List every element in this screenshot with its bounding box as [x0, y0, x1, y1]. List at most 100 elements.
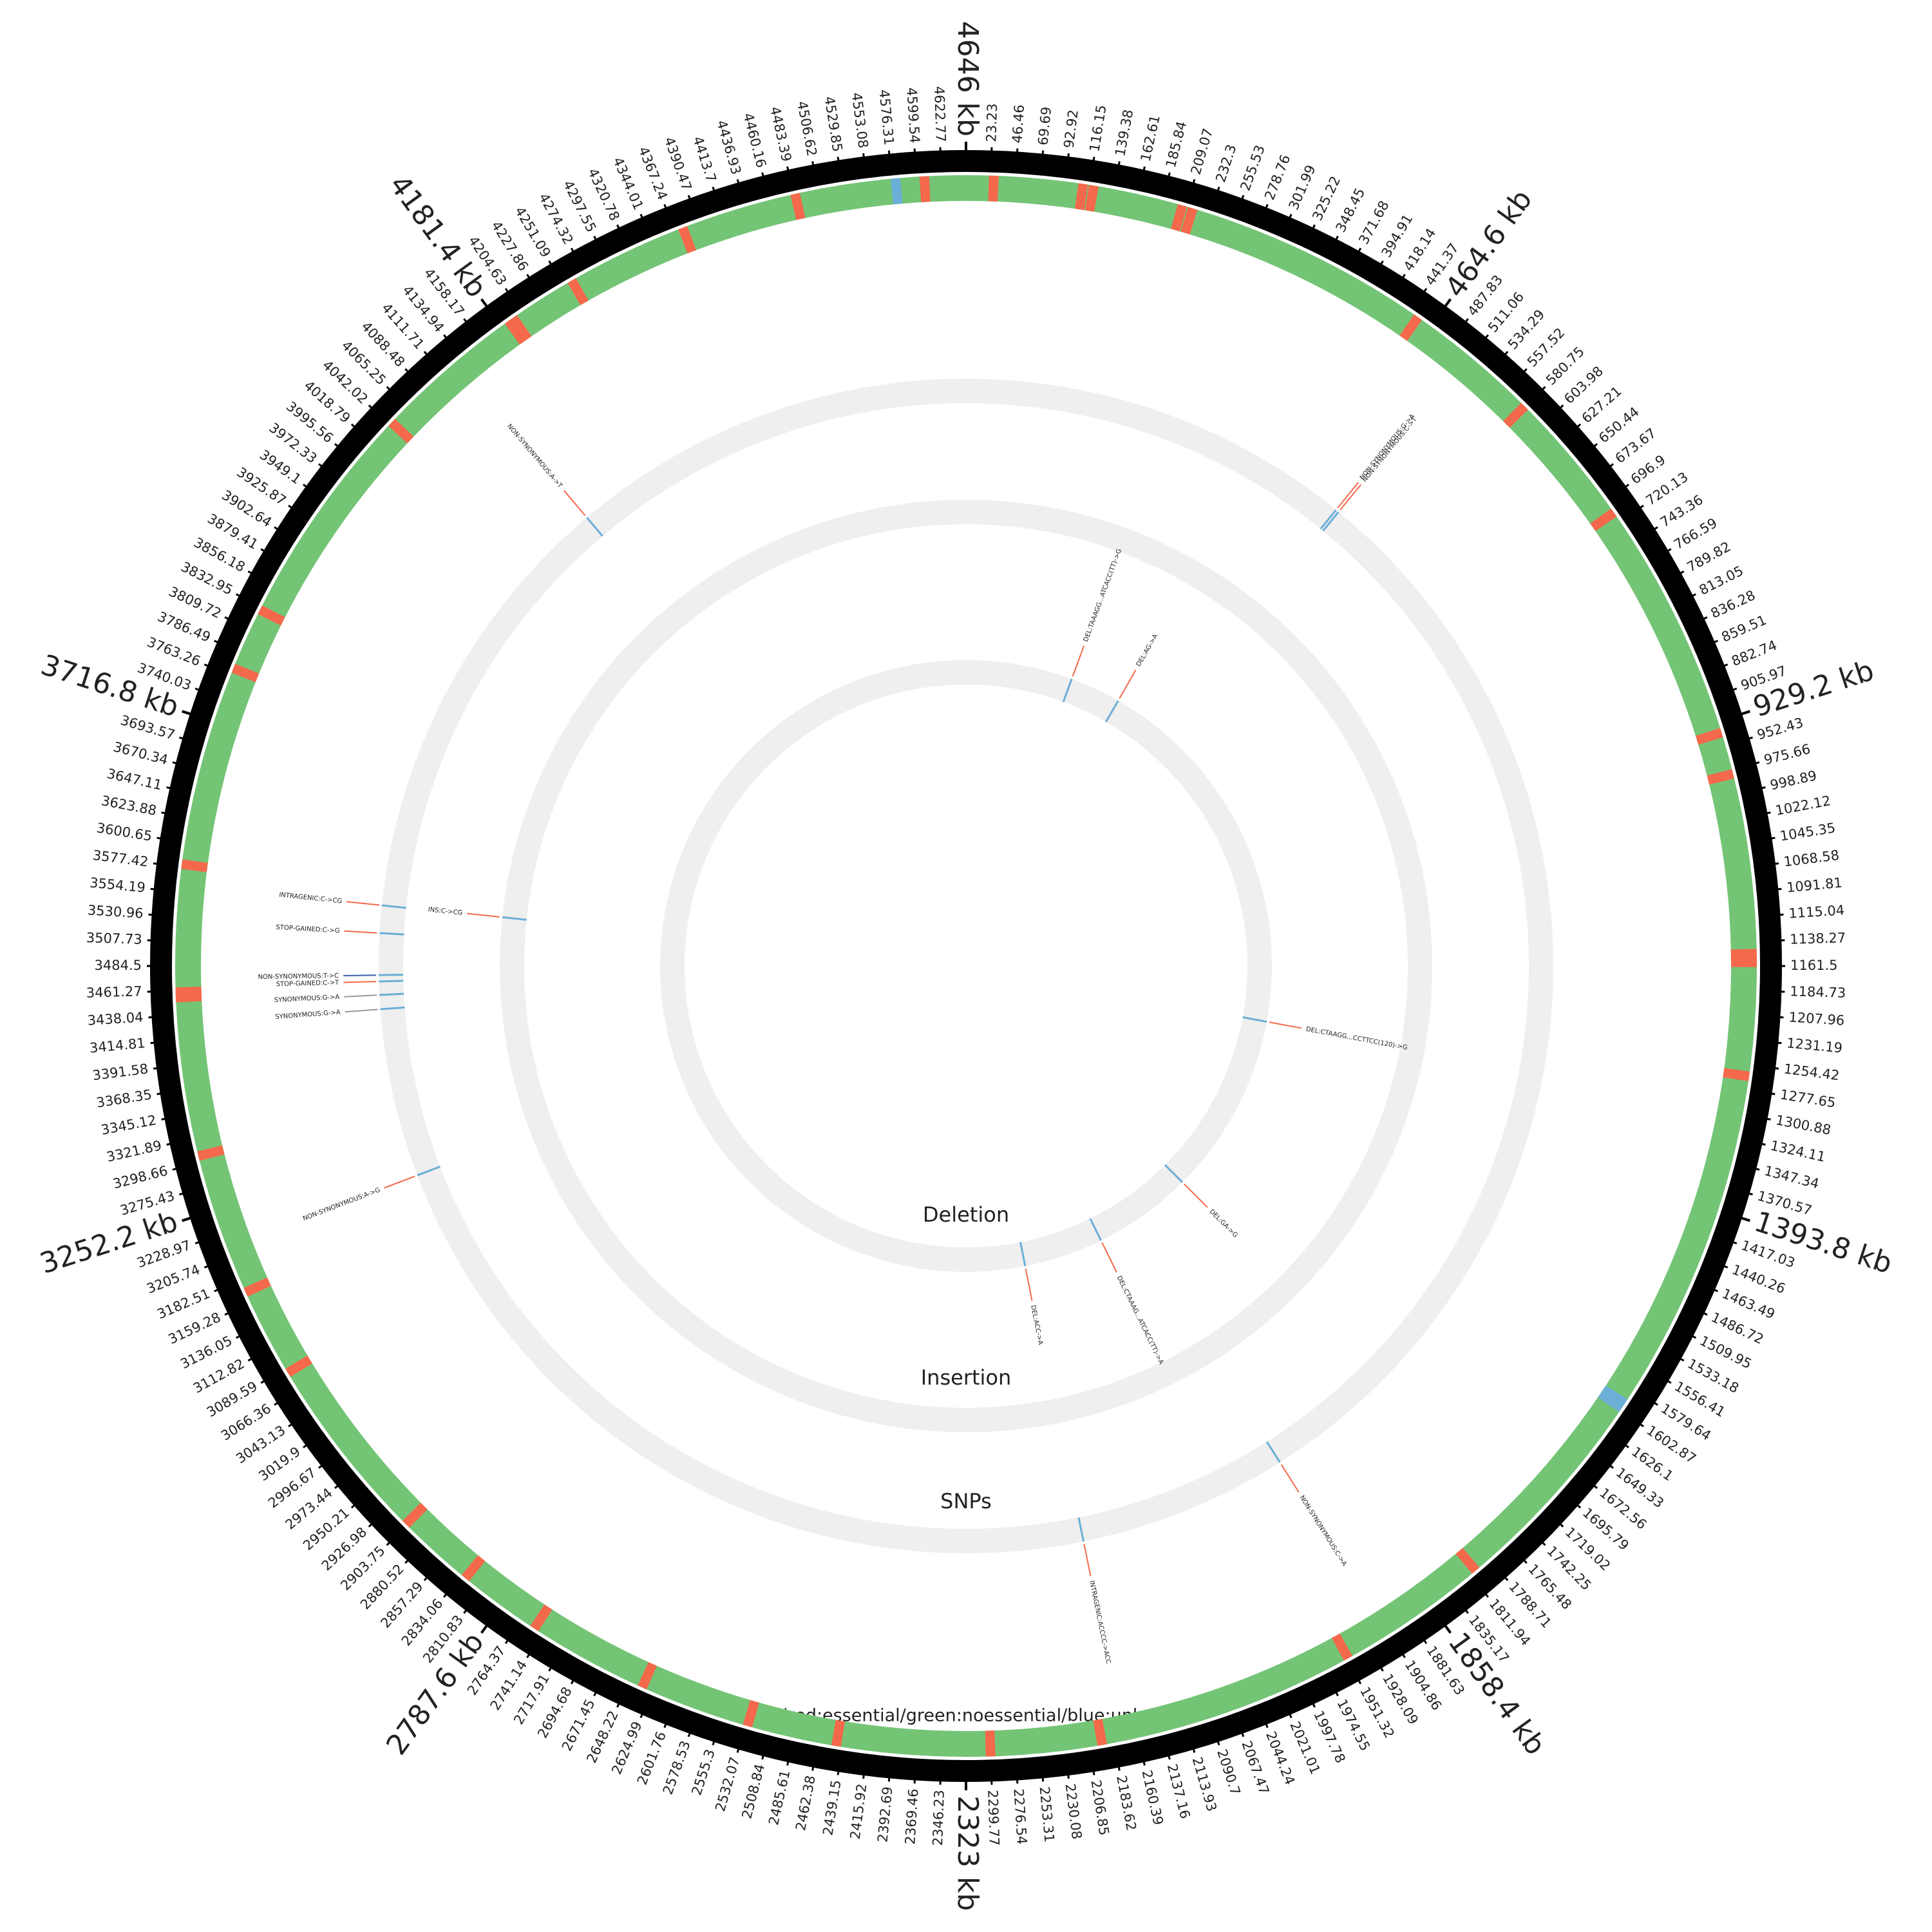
gene-stripe	[509, 315, 532, 342]
tick-mark	[172, 761, 198, 770]
tick-mark	[548, 260, 563, 283]
mutation-mark	[417, 1166, 440, 1177]
gene-stripe	[1093, 1718, 1107, 1746]
tick-mark	[334, 443, 355, 461]
tick-mark	[443, 334, 461, 355]
tick-mark	[1750, 837, 1776, 843]
mutation-connector	[1025, 1268, 1033, 1302]
mutation-mark	[1265, 1441, 1281, 1463]
tick-mark	[224, 1303, 248, 1316]
mutation-mark	[1077, 1517, 1085, 1542]
tick-mark	[1065, 1754, 1070, 1779]
mutation-mark	[1105, 700, 1119, 723]
tick-mark	[1593, 463, 1614, 480]
gene-stripe	[1171, 204, 1188, 232]
tick-mark	[1303, 224, 1316, 248]
tick-mark	[887, 150, 893, 176]
mutation-mark	[1164, 1164, 1184, 1183]
gene-stripe	[1331, 1633, 1353, 1661]
tick-mark	[1390, 274, 1406, 296]
tick-mark	[1452, 318, 1469, 339]
gene-stripe	[1180, 207, 1198, 234]
tick-mark	[913, 148, 918, 174]
tick-mark	[350, 1490, 372, 1509]
mutation-label: STOP-GAINED:C->T	[276, 980, 340, 989]
mutation-connector	[1101, 1242, 1117, 1273]
tick-mark	[761, 172, 770, 198]
tick-mark	[1490, 350, 1509, 372]
mutation-connector	[343, 981, 377, 983]
tick-label: 46.46	[1009, 104, 1027, 144]
tick-mark	[639, 214, 652, 238]
tick-mark	[1039, 1756, 1045, 1782]
tick-label: 1138.27	[1790, 930, 1846, 947]
mutation-mark	[1062, 678, 1073, 703]
tick-mark	[1471, 334, 1489, 355]
tick-mark	[1257, 204, 1269, 229]
tick-mark	[1544, 1508, 1564, 1528]
tick-mark	[386, 386, 406, 406]
tick-mark	[1740, 1138, 1766, 1146]
tick-mark	[1728, 1186, 1753, 1196]
tick-mark	[386, 1526, 406, 1546]
tick-mark	[1508, 368, 1528, 388]
tick-mark	[786, 166, 794, 192]
tick-mark	[288, 1411, 310, 1428]
tick-mark	[1649, 548, 1672, 563]
tick-mark	[463, 318, 480, 339]
tick-mark	[179, 1186, 204, 1196]
gene-stripe	[1084, 184, 1099, 212]
tick-mark	[1210, 186, 1220, 211]
gene-stripe	[1707, 769, 1734, 785]
track-ring	[379, 379, 1553, 1553]
tick-mark	[443, 1577, 461, 1598]
gene-stripe	[1590, 508, 1617, 531]
tick-mark	[639, 1694, 652, 1718]
tick-mark	[303, 1432, 325, 1448]
tick-mark	[786, 1740, 794, 1766]
tick-mark	[1113, 161, 1121, 187]
tick-mark	[1280, 214, 1293, 238]
gene-stripe	[790, 193, 806, 220]
tick-mark	[526, 1636, 542, 1658]
mutation-connector	[1337, 482, 1359, 509]
tick-label: 3438.04	[87, 1009, 144, 1028]
tick-mark	[1672, 1325, 1697, 1339]
tick-mark	[862, 1754, 867, 1779]
tick-mark	[204, 663, 229, 675]
tick-mark	[404, 1544, 424, 1564]
tick-mark	[1432, 298, 1452, 325]
tick-mark	[1636, 1390, 1658, 1406]
track-label: Deletion	[923, 1202, 1009, 1227]
mutation-mark	[380, 1006, 405, 1010]
mutation-label: NON-SYNONYMOUS:T->C	[258, 972, 339, 981]
tick-mark	[663, 204, 675, 229]
tick-mark	[1759, 939, 1785, 942]
track-label: SNPs	[940, 1489, 992, 1513]
gene-stripe	[1074, 183, 1088, 211]
tick-label: 1184.73	[1790, 983, 1846, 1001]
mutation-mark	[502, 916, 527, 921]
tick-mark	[423, 350, 442, 372]
tick-mark	[318, 1452, 339, 1469]
tick-mark	[1740, 786, 1766, 794]
tick-mark	[260, 548, 283, 563]
tick-mark	[1754, 862, 1779, 867]
tick-label: 23.23	[983, 103, 1000, 142]
tick-mark	[1303, 1684, 1316, 1708]
track-ring	[500, 500, 1432, 1432]
gene-stripe	[567, 278, 589, 305]
mutation-mark	[1322, 511, 1340, 532]
tick-mark	[224, 616, 248, 629]
major-tick-label: 2323 kb	[951, 1795, 984, 1911]
tick-mark	[712, 1721, 722, 1746]
track-label: Insertion	[921, 1365, 1012, 1390]
tick-mark	[235, 593, 260, 607]
tick-mark	[247, 1347, 271, 1362]
gene-stripe	[985, 1730, 996, 1757]
tick-mark	[1745, 1113, 1771, 1121]
tick-mark	[1257, 1703, 1269, 1728]
gene-stripe	[197, 1145, 225, 1161]
tick-mark	[887, 1756, 893, 1782]
tick-label: 3530.96	[87, 902, 144, 921]
